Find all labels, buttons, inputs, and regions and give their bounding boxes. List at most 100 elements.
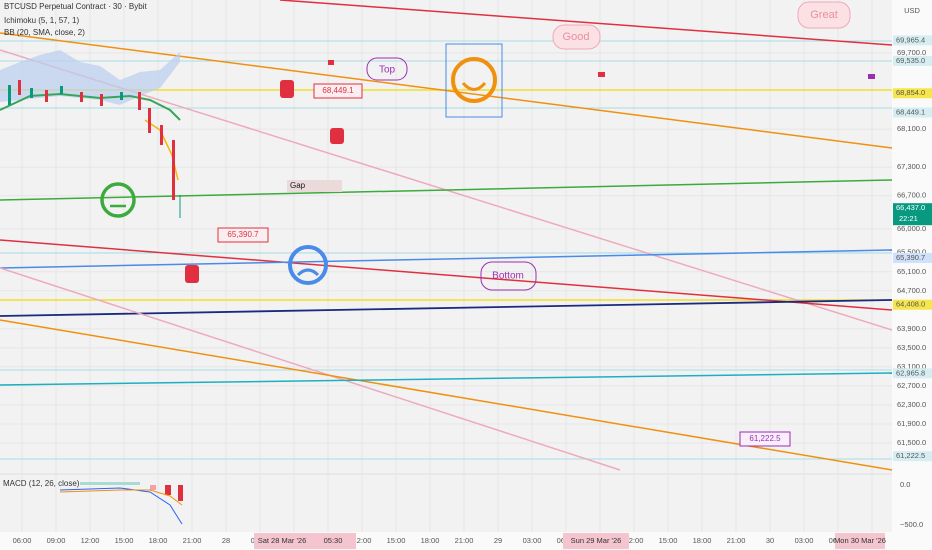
emoji-mouth — [296, 268, 320, 277]
macd-line — [59, 487, 183, 525]
time-marker-bg — [310, 533, 356, 549]
trend-line — [0, 267, 621, 471]
price-note-text: 65,390.7 — [227, 230, 259, 239]
price-marker — [893, 88, 932, 99]
callout-text: Bottom — [492, 271, 524, 282]
price-tick-label: 65,100.0 — [897, 267, 926, 276]
price-tick-label: 62,700.0 — [897, 381, 926, 390]
time-label: 15:00 — [387, 536, 406, 545]
time-label: 21:00 — [183, 536, 202, 545]
macd-tick-label: −500.0 — [900, 520, 923, 529]
price-tick-label: 63,100.0 — [897, 362, 926, 371]
macd-tick-label: 0.0 — [900, 480, 910, 489]
time-label: 21:00 — [455, 536, 474, 545]
hand-icons — [185, 80, 344, 283]
callout[interactable] — [552, 24, 601, 50]
happy-emoji[interactable] — [451, 57, 497, 103]
time-label: 06:00 — [13, 536, 32, 545]
price-tick-label: 64,700.0 — [897, 286, 926, 295]
gap-label: Gap — [290, 181, 306, 190]
price-marker — [893, 35, 932, 46]
time-marker: Mon 30 Mar '26 — [834, 536, 886, 545]
flag — [868, 74, 875, 79]
sad-emoji[interactable] — [288, 245, 328, 285]
price-marker-label: 68,449.1 — [896, 107, 925, 116]
time-marker-bg — [835, 533, 885, 549]
time-marker-bg — [254, 533, 310, 549]
time-label: 28 — [222, 536, 230, 545]
time-axis-bg — [0, 532, 892, 550]
price-marker-label: 62,965.8 — [896, 368, 925, 377]
time-label: 12:00 — [81, 536, 100, 545]
selection-box[interactable] — [445, 43, 503, 118]
price-marker — [893, 252, 932, 263]
price-tick-label: 63,900.0 — [897, 324, 926, 333]
price-tick-label: 61,500.0 — [897, 438, 926, 447]
time-label: 15:00 — [659, 536, 678, 545]
time-label: 18:00 — [693, 536, 712, 545]
time-label: 12:00 — [353, 536, 372, 545]
symbol-title: BTCUSD Perpetual Contract · 30 · Bybit — [4, 2, 147, 11]
price-tick-label: 66,000.0 — [897, 224, 926, 233]
callout[interactable] — [797, 1, 851, 29]
trend-line — [0, 239, 893, 311]
indicator-label: BB (20, SMA, close, 2) — [4, 28, 85, 37]
time-label: 21:00 — [727, 536, 746, 545]
candles — [8, 80, 181, 218]
callout-text: Top — [379, 65, 396, 76]
price-marker — [893, 299, 932, 310]
trend-line — [0, 179, 893, 201]
time-label: 15:00 — [115, 536, 134, 545]
time-label: 03:00 — [523, 536, 542, 545]
time-label: 30 — [766, 536, 774, 545]
price-marker-label: 69,535.0 — [896, 56, 925, 65]
price-tick-label: 63,500.0 — [897, 343, 926, 352]
price-marker — [893, 203, 932, 226]
price-marker — [893, 451, 932, 462]
trend-line — [0, 372, 893, 386]
price-note-text: 61,222.5 — [749, 434, 781, 443]
time-label: 03:00 — [795, 536, 814, 545]
macd-label: MACD (12, 26, close) — [3, 479, 80, 488]
time-marker: Sat 28 Mar '26 — [258, 536, 307, 545]
price-note[interactable] — [217, 227, 269, 243]
price-marker-label: 61,222.5 — [896, 451, 925, 460]
time-marker-bg — [563, 533, 629, 549]
price-tick-label: 69,700.0 — [897, 48, 926, 57]
time-label: 18:00 — [421, 536, 440, 545]
callout[interactable] — [480, 261, 537, 291]
time-label: 09:00 — [47, 536, 66, 545]
time-marker: Sun 29 Mar '26 — [571, 536, 622, 545]
price-marker — [893, 368, 932, 379]
price-tick-label: 65,500.0 — [897, 248, 926, 257]
price-marker — [893, 55, 932, 66]
time-label: 12:00 — [625, 536, 644, 545]
price-marker-label: 65,390.7 — [896, 253, 925, 262]
neutral-emoji[interactable] — [100, 182, 136, 218]
price-marker-label: 68,854.0 — [896, 88, 925, 97]
price-note[interactable] — [739, 431, 791, 447]
indicator-label: Ichimoku (5, 1, 57, 1) — [4, 16, 79, 25]
macd-histogram — [80, 482, 183, 501]
price-tick-label: 67,300.0 — [897, 162, 926, 171]
bb-basis — [0, 92, 181, 121]
callout-text: Great — [810, 9, 838, 21]
callout[interactable] — [366, 57, 408, 81]
time-marker: 05:30 — [324, 536, 343, 545]
price-marker — [893, 107, 932, 118]
price-tick-label: 61,900.0 — [897, 419, 926, 428]
price-marker-label: 69,965.4 — [896, 35, 925, 44]
price-note[interactable] — [313, 83, 363, 99]
currency: USD — [904, 6, 920, 15]
price-tick-label: 68,100.0 — [897, 124, 926, 133]
trend-line — [279, 0, 893, 46]
price-marker-label: 66,437.0 — [896, 203, 925, 212]
trend-line — [0, 249, 893, 269]
time-label: 18:00 — [149, 536, 168, 545]
callout-text: Good — [563, 31, 590, 43]
signal-line — [59, 489, 183, 506]
time-label: 29 — [494, 536, 502, 545]
price-tick-label: 66,700.0 — [897, 191, 926, 200]
flag — [328, 60, 334, 65]
